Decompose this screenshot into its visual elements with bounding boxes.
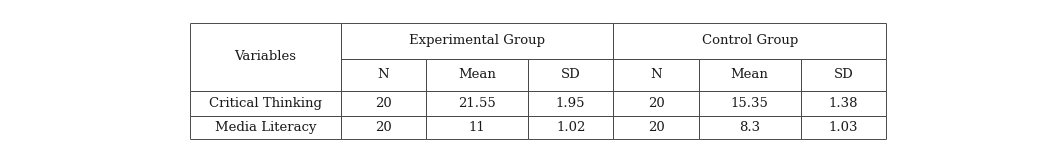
Text: 20: 20 (375, 121, 392, 134)
Bar (426, 116, 528, 139)
Bar (528, 91, 613, 116)
Text: 20: 20 (375, 97, 392, 110)
Bar (341, 23, 613, 59)
Text: 1.38: 1.38 (828, 97, 858, 110)
Bar (426, 59, 528, 91)
Text: Mean: Mean (458, 68, 496, 81)
Text: 20: 20 (648, 97, 665, 110)
Bar (699, 91, 800, 116)
Text: 1.03: 1.03 (828, 121, 858, 134)
Text: 21.55: 21.55 (458, 97, 496, 110)
Bar (341, 91, 426, 116)
Bar (190, 23, 341, 91)
Text: Critical Thinking: Critical Thinking (209, 97, 322, 110)
Bar (528, 59, 613, 91)
Text: Media Literacy: Media Literacy (215, 121, 316, 134)
Text: N: N (378, 68, 390, 81)
Text: SD: SD (561, 68, 581, 81)
Bar (800, 91, 886, 116)
Text: Variables: Variables (234, 50, 296, 63)
Text: 1.95: 1.95 (555, 97, 586, 110)
Text: Mean: Mean (731, 68, 769, 81)
Bar (699, 116, 800, 139)
Bar (341, 59, 426, 91)
Bar (613, 91, 699, 116)
Bar (613, 116, 699, 139)
Text: 20: 20 (648, 121, 665, 134)
Text: 15.35: 15.35 (731, 97, 769, 110)
Text: Experimental Group: Experimental Group (410, 34, 545, 47)
Text: SD: SD (834, 68, 854, 81)
Text: N: N (650, 68, 662, 81)
Text: 1.02: 1.02 (556, 121, 585, 134)
Text: 8.3: 8.3 (739, 121, 760, 134)
Text: Control Group: Control Group (701, 34, 798, 47)
Bar (190, 91, 341, 116)
Bar (613, 59, 699, 91)
Bar (190, 116, 341, 139)
Bar (613, 23, 886, 59)
Text: 11: 11 (468, 121, 485, 134)
Bar (341, 116, 426, 139)
Bar (800, 59, 886, 91)
Bar (699, 59, 800, 91)
Bar (528, 116, 613, 139)
Bar (426, 91, 528, 116)
Bar (800, 116, 886, 139)
